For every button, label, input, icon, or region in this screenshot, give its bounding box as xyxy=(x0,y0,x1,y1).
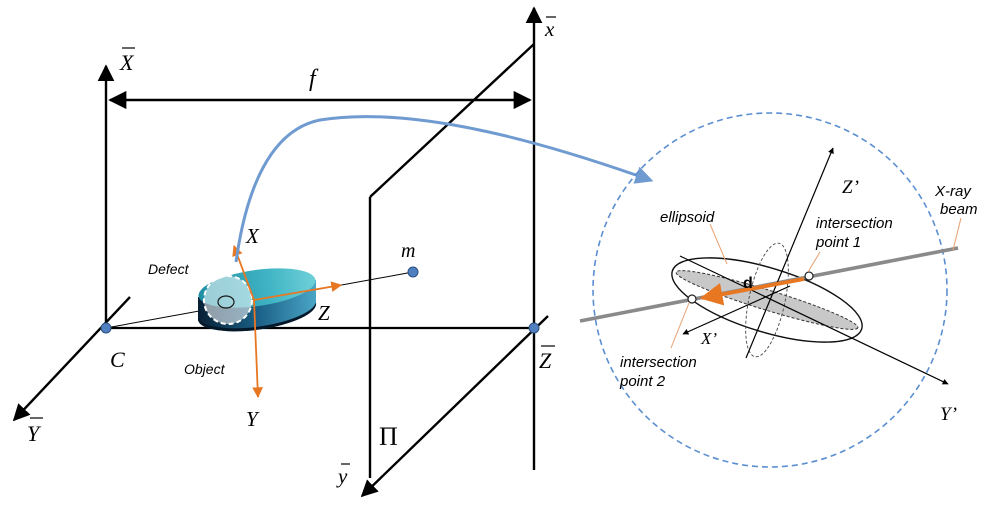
ip1-leader xyxy=(807,251,821,273)
x-prime-axis xyxy=(682,285,791,335)
point-c xyxy=(100,322,112,334)
label-xray-line2: beam xyxy=(940,201,978,218)
label-ellipsoid: ellipsoid xyxy=(660,209,715,226)
label-ip1-line1: intersection xyxy=(816,215,893,232)
label-z-prime: Z’ xyxy=(842,177,859,198)
z-prime-axis xyxy=(745,147,834,359)
label-y-bar-image: y xyxy=(336,464,348,488)
point-m xyxy=(407,266,419,278)
ip2-leader xyxy=(670,302,690,349)
y-local-axis xyxy=(252,299,263,399)
z-local-axis xyxy=(253,281,343,301)
label-y-local: Y xyxy=(246,407,260,431)
label-object: Object xyxy=(184,361,226,377)
label-ip1-line2: point 1 xyxy=(815,234,861,251)
label-x-bar: X xyxy=(119,50,135,75)
label-z-bar: Z xyxy=(539,348,552,373)
image-plane-top-edge xyxy=(369,43,535,198)
label-xray-line1: X-ray xyxy=(934,183,972,200)
y-prime-axis xyxy=(679,255,949,385)
point-z-bar xyxy=(528,322,540,334)
label-defect: Defect xyxy=(148,261,190,277)
zoom-arrow xyxy=(234,115,654,263)
label-d: d xyxy=(743,275,753,292)
label-x-prime: X’ xyxy=(700,329,717,348)
label-m: m xyxy=(401,240,415,262)
defect-marker xyxy=(203,275,253,325)
label-y-prime: Y’ xyxy=(940,404,957,425)
intersection-point-1 xyxy=(804,271,814,281)
label-x-bar-image: x xyxy=(544,17,555,41)
intersection-point-2 xyxy=(687,294,697,304)
label-ip2-line1: intersection xyxy=(620,354,697,371)
xray-leader xyxy=(952,217,962,251)
label-c: C xyxy=(110,347,125,372)
defect-ellipse xyxy=(217,295,235,309)
label-y-bar: Y xyxy=(27,421,42,446)
zoom-circle xyxy=(592,112,948,468)
distance-d xyxy=(699,277,805,306)
y-bar-image-axis xyxy=(360,315,549,498)
label-pi: Π xyxy=(379,422,398,451)
label-ip2-line2: point 2 xyxy=(619,373,666,390)
label-x-local: X xyxy=(245,224,260,248)
label-z-local: Z xyxy=(318,301,330,325)
label-f: f xyxy=(309,66,319,92)
ellipsoid-leader xyxy=(709,223,728,265)
y-bar-axis xyxy=(12,296,131,422)
